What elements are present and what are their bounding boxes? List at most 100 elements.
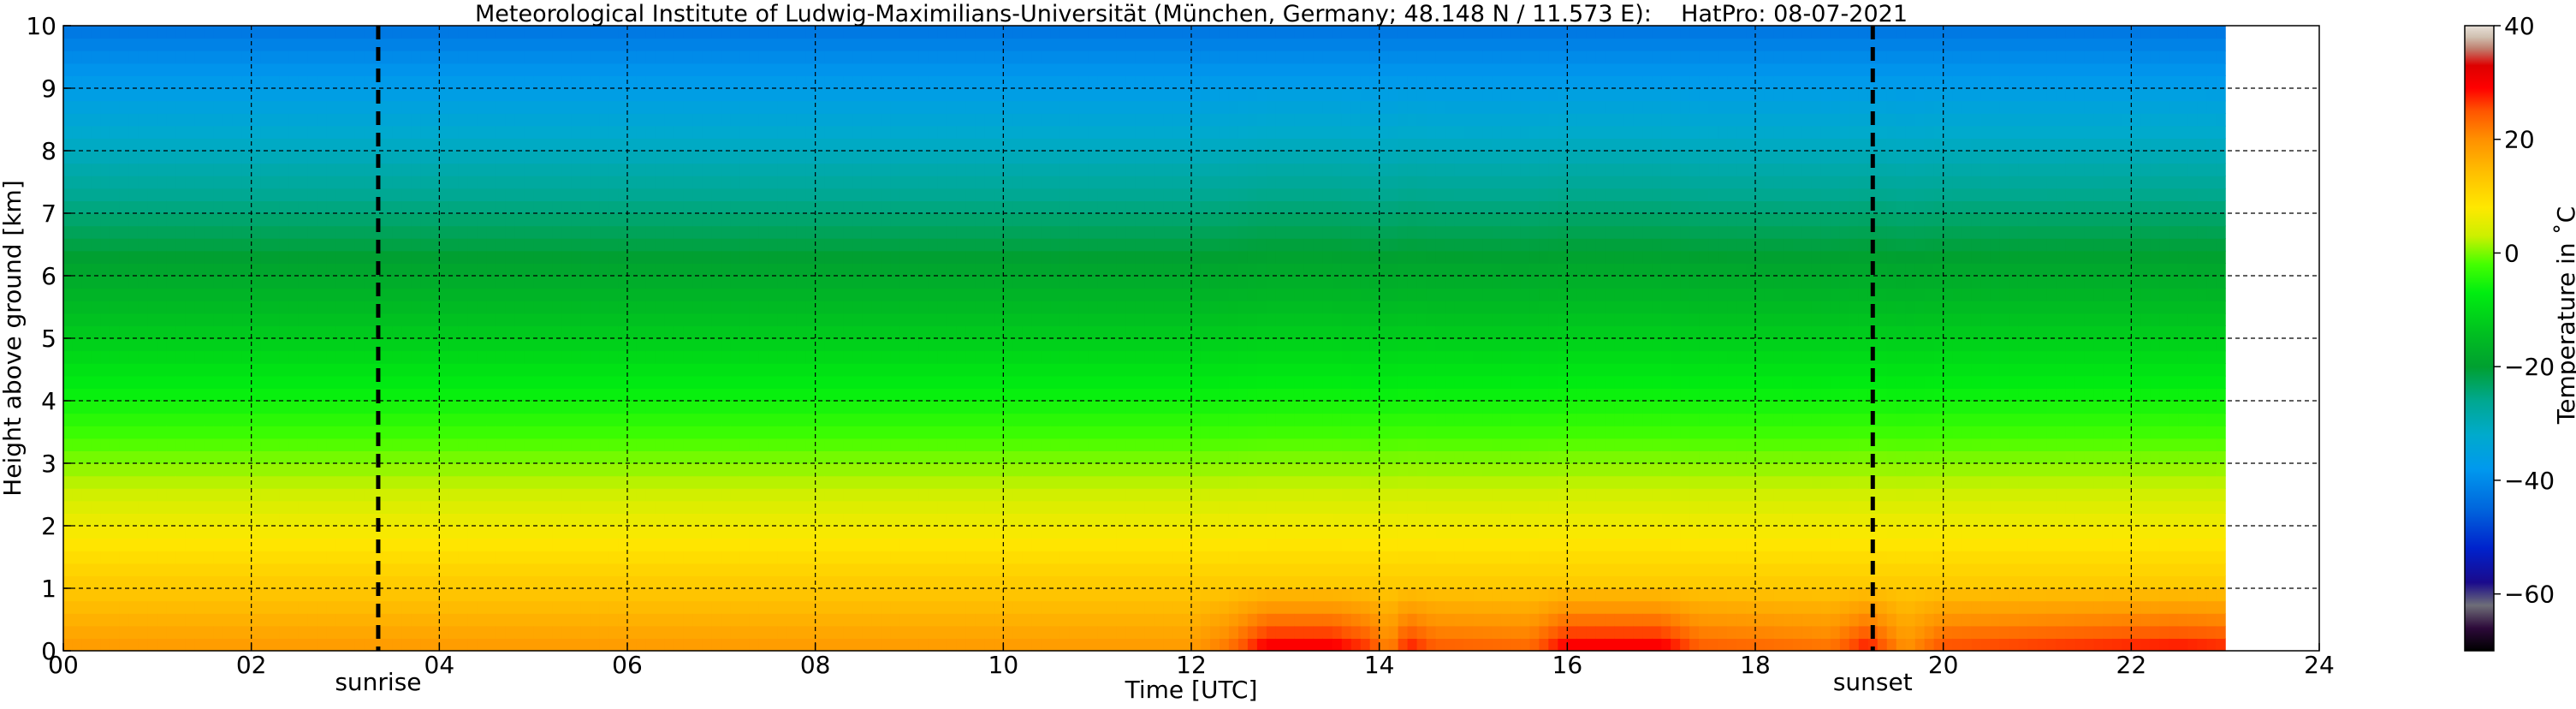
- heatmap-cell: [252, 638, 262, 651]
- heatmap-cell: [731, 263, 741, 276]
- heatmap-cell: [956, 626, 966, 639]
- heatmap-cell: [721, 575, 732, 588]
- heatmap-cell: [881, 200, 892, 213]
- heatmap-cell: [590, 126, 600, 139]
- heatmap-cell: [524, 276, 534, 289]
- heatmap-cell: [721, 539, 732, 551]
- heatmap-cell: [881, 388, 892, 401]
- heatmap-cell: [205, 513, 215, 526]
- heatmap-cell: [354, 213, 365, 226]
- heatmap-cell: [420, 351, 430, 364]
- heatmap-cell: [252, 575, 262, 588]
- heatmap-cell: [139, 325, 149, 338]
- heatmap-cell: [797, 313, 807, 326]
- heatmap-cell: [280, 476, 290, 489]
- heatmap-cell: [910, 450, 920, 463]
- heatmap-cell: [120, 476, 130, 489]
- heatmap-cell: [937, 463, 947, 476]
- heatmap-cell: [458, 388, 468, 401]
- heatmap-cell: [205, 414, 215, 426]
- heatmap-cell: [327, 575, 337, 588]
- heatmap-cell: [280, 338, 290, 351]
- heatmap-cell: [552, 75, 562, 88]
- heatmap-cell: [110, 438, 121, 451]
- heatmap-cell: [270, 276, 281, 289]
- heatmap-cell: [778, 226, 788, 239]
- heatmap-cell: [703, 138, 713, 151]
- heatmap-cell: [769, 351, 779, 364]
- heatmap-cell: [627, 126, 638, 139]
- heatmap-cell: [430, 414, 440, 426]
- heatmap-cell: [918, 613, 929, 626]
- heatmap-cell: [467, 200, 478, 213]
- heatmap-cell: [731, 638, 741, 651]
- heatmap-cell: [346, 414, 356, 426]
- heatmap-cell: [656, 164, 666, 176]
- heatmap-cell: [834, 263, 845, 276]
- heatmap-cell: [82, 276, 92, 289]
- heatmap-cell: [806, 363, 816, 376]
- heatmap-cell: [731, 238, 741, 251]
- heatmap-cell: [937, 513, 947, 526]
- heatmap-cell: [853, 325, 864, 338]
- heatmap-cell: [618, 476, 628, 489]
- heatmap-cell: [242, 313, 252, 326]
- heatmap-cell: [561, 575, 572, 588]
- heatmap-cell: [759, 188, 769, 201]
- heatmap-cell: [684, 551, 694, 563]
- heatmap-cell: [571, 539, 581, 551]
- heatmap-cell: [910, 563, 920, 576]
- heatmap-cell: [82, 338, 92, 351]
- heatmap-cell: [693, 63, 703, 76]
- heatmap-cell: [383, 438, 393, 451]
- heatmap-cell: [214, 363, 224, 376]
- heatmap-cell: [552, 613, 562, 626]
- heatmap-cell: [129, 213, 139, 226]
- heatmap-cell: [674, 238, 685, 251]
- heatmap-cell: [656, 588, 666, 601]
- heatmap-cell: [872, 388, 882, 401]
- heatmap-cell: [891, 638, 901, 651]
- heatmap-cell: [176, 363, 187, 376]
- heatmap-cell: [731, 101, 741, 114]
- heatmap-cell: [881, 551, 892, 563]
- heatmap-cell: [205, 164, 215, 176]
- heatmap-cell: [223, 513, 234, 526]
- heatmap-cell: [797, 113, 807, 126]
- heatmap-cell: [590, 238, 600, 251]
- heatmap-cell: [299, 526, 309, 539]
- heatmap-cell: [364, 513, 374, 526]
- heatmap-cell: [844, 101, 854, 114]
- heatmap-cell: [627, 563, 638, 576]
- heatmap-cell: [928, 263, 938, 276]
- heatmap-cell: [900, 476, 911, 489]
- heatmap-cell: [139, 426, 149, 438]
- heatmap-cell: [637, 638, 647, 651]
- heatmap-cell: [92, 138, 102, 151]
- heatmap-cell: [139, 488, 149, 501]
- heatmap-cell: [975, 200, 985, 213]
- heatmap-cell: [712, 438, 722, 451]
- heatmap-cell: [242, 51, 252, 63]
- heatmap-cell: [590, 63, 600, 76]
- heatmap-cell: [806, 151, 816, 164]
- heatmap-cell: [956, 200, 966, 213]
- heatmap-cell: [233, 563, 243, 576]
- heatmap-cell: [627, 51, 638, 63]
- heatmap-cell: [120, 414, 130, 426]
- heatmap-cell: [477, 200, 487, 213]
- heatmap-cell: [223, 325, 234, 338]
- heatmap-cell: [364, 450, 374, 463]
- heatmap-cell: [411, 276, 421, 289]
- heatmap-cell: [731, 138, 741, 151]
- heatmap-cell: [205, 463, 215, 476]
- heatmap-cell: [73, 226, 83, 239]
- heatmap-cell: [270, 251, 281, 264]
- heatmap-cell: [110, 401, 121, 414]
- heatmap-cell: [82, 601, 92, 614]
- heatmap-cell: [797, 126, 807, 139]
- heatmap-cell: [637, 351, 647, 364]
- heatmap-cell: [853, 513, 864, 526]
- heatmap-cell: [759, 438, 769, 451]
- heatmap-cell: [674, 401, 685, 414]
